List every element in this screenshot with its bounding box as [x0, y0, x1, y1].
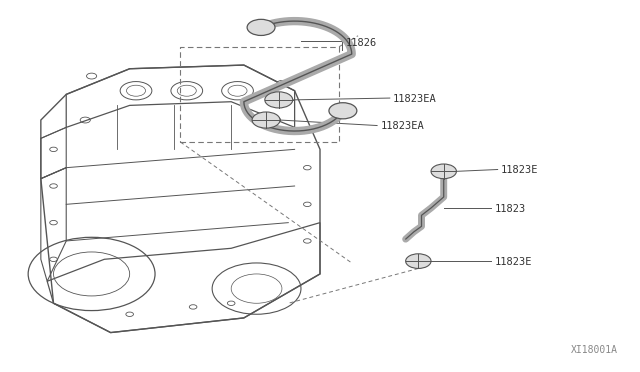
Text: 11823EA: 11823EA [393, 94, 436, 104]
Text: 11823E: 11823E [495, 257, 532, 267]
Circle shape [252, 112, 280, 128]
Circle shape [431, 164, 456, 179]
Circle shape [265, 92, 292, 108]
Circle shape [406, 254, 431, 269]
Text: XI18001A: XI18001A [571, 344, 618, 355]
Text: 11826: 11826 [346, 38, 376, 48]
Text: 11823E: 11823E [501, 165, 538, 175]
Circle shape [329, 103, 357, 119]
Text: 11823EA: 11823EA [380, 121, 424, 131]
Text: 11823: 11823 [495, 204, 525, 214]
Circle shape [247, 19, 275, 35]
